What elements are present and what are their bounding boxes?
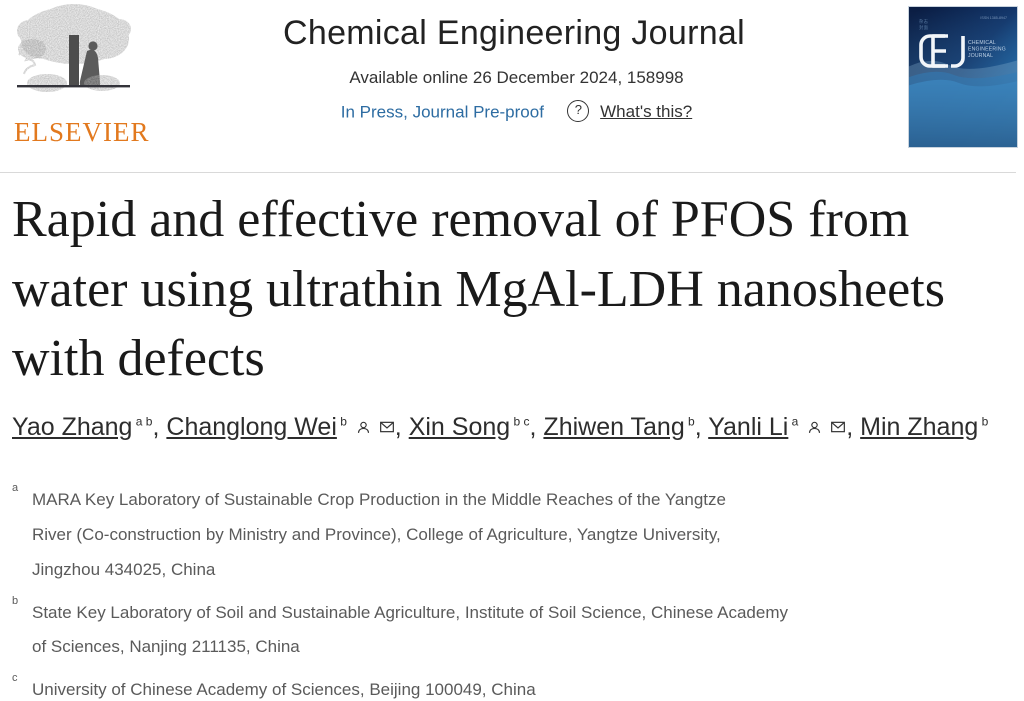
svg-text:ISSN 1385-8947: ISSN 1385-8947 — [980, 16, 1007, 20]
svg-text:杂志: 杂志 — [919, 18, 929, 24]
svg-text:封面: 封面 — [919, 24, 929, 31]
svg-text:CHEMICAL: CHEMICAL — [968, 40, 996, 46]
svg-text:ENGINEERING: ENGINEERING — [968, 47, 1006, 53]
svg-text:JOURNAL: JOURNAL — [968, 53, 993, 59]
